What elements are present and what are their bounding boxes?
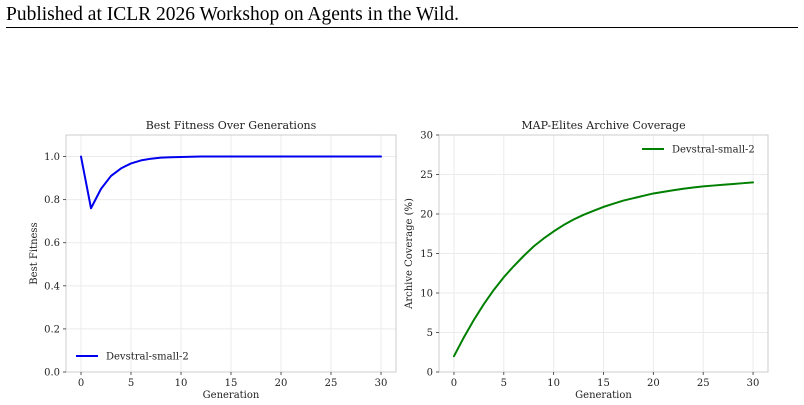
chart1-y-tick-label: 0.6 [44,238,60,249]
chart1-x-tick-label: 20 [275,378,288,389]
page-header: Published at ICLR 2026 Workshop on Agent… [6,4,460,25]
chart2-x-tick-label: 20 [647,378,660,389]
chart2-y-tick-label: 0 [427,368,433,379]
chart2-x-axis-label: Generation [575,390,632,401]
chart1-x-tick-label: 25 [325,378,338,389]
chart1-y-tick-label: 0.2 [44,324,60,335]
chart1-x-tick-label: 30 [375,378,388,389]
header-rule [6,27,798,28]
chart2-x-tick-label: 0 [451,378,457,389]
chart2-y-tick-label: 10 [420,289,433,300]
chart2-x-tick-label: 10 [547,378,560,389]
chart1-y-tick-label: 0.4 [44,281,60,292]
chart1-y-axis-label: Best Fitness [29,222,40,284]
chart1-title: Best Fitness Over Generations [146,119,317,132]
chart2-title: MAP-Elites Archive Coverage [521,119,685,132]
chart2-y-tick-label: 5 [427,328,433,339]
chart1-y-tick-label: 0.8 [44,195,60,206]
chart1-x-tick-label: 10 [175,378,188,389]
chart2-y-tick-label: 20 [420,210,433,221]
chart2-x-tick-label: 25 [697,378,710,389]
chart1-x-axis-label: Generation [203,390,260,401]
chart1-y-tick-label: 1.0 [44,152,60,163]
chart2-x-tick-label: 5 [501,378,507,389]
chart2-series-line [452,181,755,358]
chart1-x-tick-label: 0 [78,378,84,389]
chart1-y-tick-label: 0.0 [44,368,60,379]
chart1-series-line [80,155,382,210]
chart1-x-tick-label: 15 [225,378,238,389]
chart2-y-tick-label: 25 [420,170,433,181]
chart2-x-tick-label: 15 [597,378,610,389]
chart2-y-tick-label: 30 [420,131,433,142]
chart2-y-axis-label: Archive Coverage (%) [404,198,415,310]
chart2-x-tick-label: 30 [747,378,760,389]
chart2-legend-label: Devstral-small-2 [672,145,755,156]
chart1-legend-label: Devstral-small-2 [106,352,189,363]
chart2-y-tick-label: 15 [420,249,433,260]
chart1-x-tick-label: 5 [128,378,134,389]
